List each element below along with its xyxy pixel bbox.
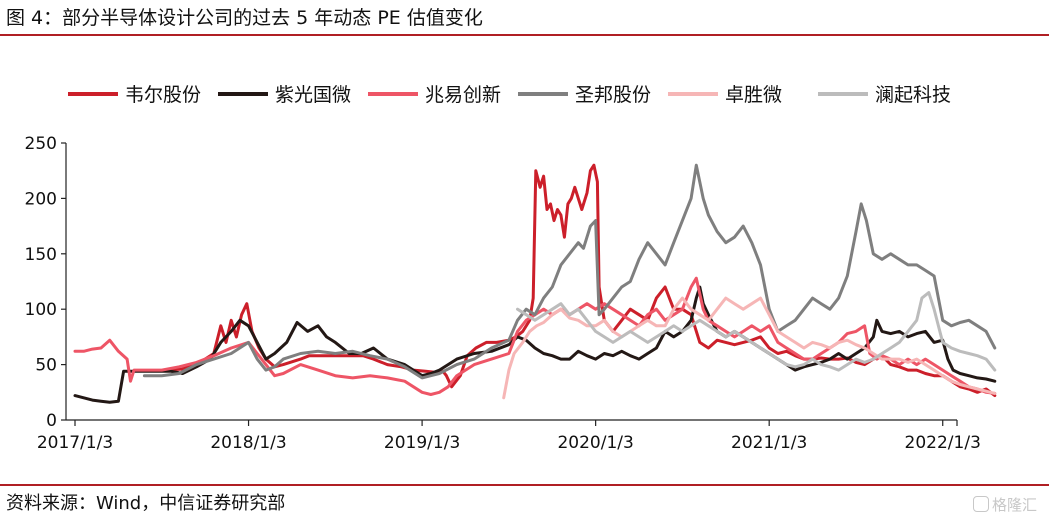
legend-label: 澜起科技	[875, 84, 951, 106]
axes: 0 50 100 150 200 250 2017/1/3 2018/1/3 2019/1/3 2…	[25, 134, 981, 453]
series-line-5	[502, 296, 997, 400]
x-tick-label: 2022/1/3	[905, 433, 981, 453]
watermark: 格隆汇	[972, 494, 1037, 515]
series-line-6	[516, 291, 997, 372]
page-title: 图 4：部分半导体设计公司的过去 5 年动态 PE 估值变化	[6, 7, 483, 29]
y-tick-label: 250	[25, 134, 57, 154]
series-lines	[73, 163, 997, 404]
x-tick-label: 2021/1/3	[731, 433, 807, 453]
series-line-3	[73, 276, 997, 396]
source-rule	[0, 484, 1049, 486]
y-tick-label: 150	[25, 245, 57, 265]
x-tick-label: 2017/1/3	[37, 433, 113, 453]
legend-label: 卓胜微	[725, 84, 782, 106]
watermark-text: 格隆汇	[991, 496, 1037, 514]
x-tick-label: 2020/1/3	[557, 433, 633, 453]
x-tick-label: 2019/1/3	[384, 433, 460, 453]
legend-label: 兆易创新	[425, 84, 501, 106]
pe-line-chart: 韦尔股份 紫光国微 兆易创新 圣邦股份 卓胜微 澜起科技 0 50 100 150 200 250 2…	[25, 84, 997, 453]
legend-label: 紫光国微	[275, 84, 351, 106]
title-rule	[0, 34, 1049, 36]
series-line-4	[142, 163, 997, 380]
y-tick-label: 100	[25, 300, 57, 320]
y-tick-label: 50	[35, 356, 57, 376]
legend-label: 韦尔股份	[125, 84, 201, 106]
y-tick-label: 200	[25, 189, 57, 209]
watermark-logo-icon	[972, 496, 989, 512]
legend-label: 圣邦股份	[575, 84, 651, 106]
source-note: 资料来源：Wind，中信证券研究部	[6, 493, 286, 514]
x-tick-label: 2018/1/3	[210, 433, 286, 453]
legend: 韦尔股份 紫光国微 兆易创新 圣邦股份 卓胜微 澜起科技	[68, 84, 951, 106]
series-line-2	[73, 285, 997, 404]
y-tick-label: 0	[46, 411, 57, 431]
